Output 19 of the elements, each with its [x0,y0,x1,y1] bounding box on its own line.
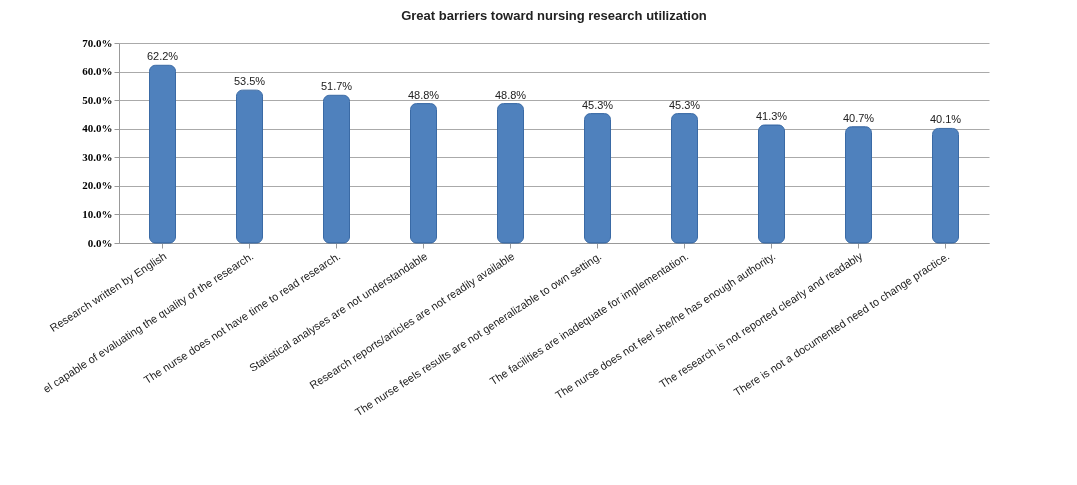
y-tick-label: 30.0% [82,150,113,163]
data-label: 53.5% [233,75,266,88]
y-tick-label: 10.0% [82,207,113,220]
data-label: 40.7% [842,111,875,124]
y-tick-label: 0.0% [87,236,113,249]
data-label: 45.3% [581,98,614,111]
data-label: 51.7% [320,80,353,93]
data-label: 41.3% [755,110,788,122]
y-tick-label: 70.0% [82,36,113,49]
y-tick-label: 20.0% [82,179,113,192]
data-label: 48.8% [494,88,527,101]
chart-title: Great barriers toward nursing research utilization [401,8,707,23]
data-label: 40.1% [929,113,962,126]
y-tick-label: 60.0% [82,65,113,78]
data-label: 62.2% [146,50,179,63]
data-label: 48.8% [407,88,440,101]
y-tick-label: 40.0% [82,122,113,135]
data-label: 45.3% [668,98,701,111]
y-tick-label: 50.0% [82,93,113,106]
